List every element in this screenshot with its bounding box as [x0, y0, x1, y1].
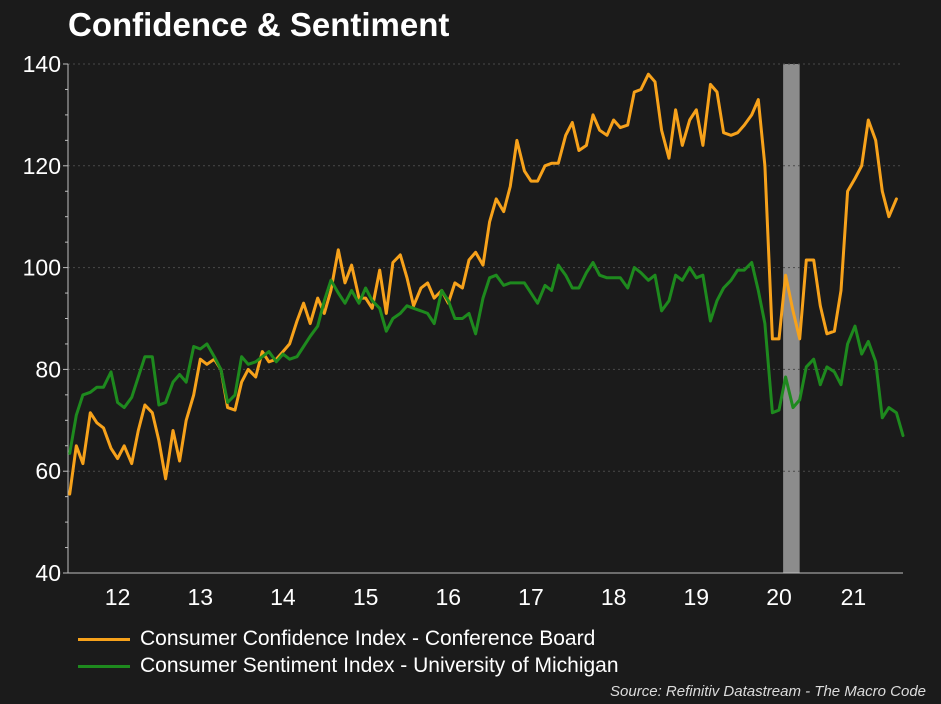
x-tick-label-15: 15: [353, 584, 379, 610]
axes: [67, 64, 903, 574]
y-tick-label-40: 40: [35, 560, 61, 586]
chart-title: Confidence & Sentiment: [68, 6, 450, 43]
x-tick-label-17: 17: [518, 584, 544, 610]
y-tick-label-140: 140: [23, 51, 61, 77]
legend-label-sentiment: Consumer Sentiment Index - University of…: [140, 654, 619, 677]
legend-label-confidence: Consumer Confidence Index - Conference B…: [140, 627, 596, 650]
y-tick-label-100: 100: [23, 255, 61, 281]
series-group: [68, 72, 905, 496]
legend-swatch-confidence: [78, 637, 130, 641]
y-tick-label-80: 80: [35, 356, 61, 382]
legend-swatch-sentiment: [78, 664, 130, 668]
x-tick-label-16: 16: [436, 584, 462, 610]
x-tick-label-13: 13: [187, 584, 213, 610]
x-tick-label-20: 20: [766, 584, 792, 610]
x-tick-label-14: 14: [270, 584, 296, 610]
recession-band: [783, 64, 800, 573]
legend-item-confidence[interactable]: Consumer Confidence Index - Conference B…: [78, 626, 595, 652]
x-tick-label-19: 19: [684, 584, 710, 610]
series-line-confidence: [68, 72, 898, 496]
series-line-sentiment: [68, 261, 905, 455]
y-tick-label-120: 120: [23, 153, 61, 179]
legend-item-sentiment[interactable]: Consumer Sentiment Index - University of…: [78, 653, 619, 679]
x-tick-label-18: 18: [601, 584, 627, 610]
y-tick-label-60: 60: [35, 458, 61, 484]
x-axis-ticks: 12 13 14 15 16 17 18 19 20 21: [105, 584, 866, 610]
y-axis-ticks: 40 60 80 100 120 140: [23, 51, 68, 586]
source-note: Source: Refinitiv Datastream - The Macro…: [610, 683, 926, 700]
x-tick-label-12: 12: [105, 584, 131, 610]
x-tick-label-21: 21: [841, 584, 867, 610]
